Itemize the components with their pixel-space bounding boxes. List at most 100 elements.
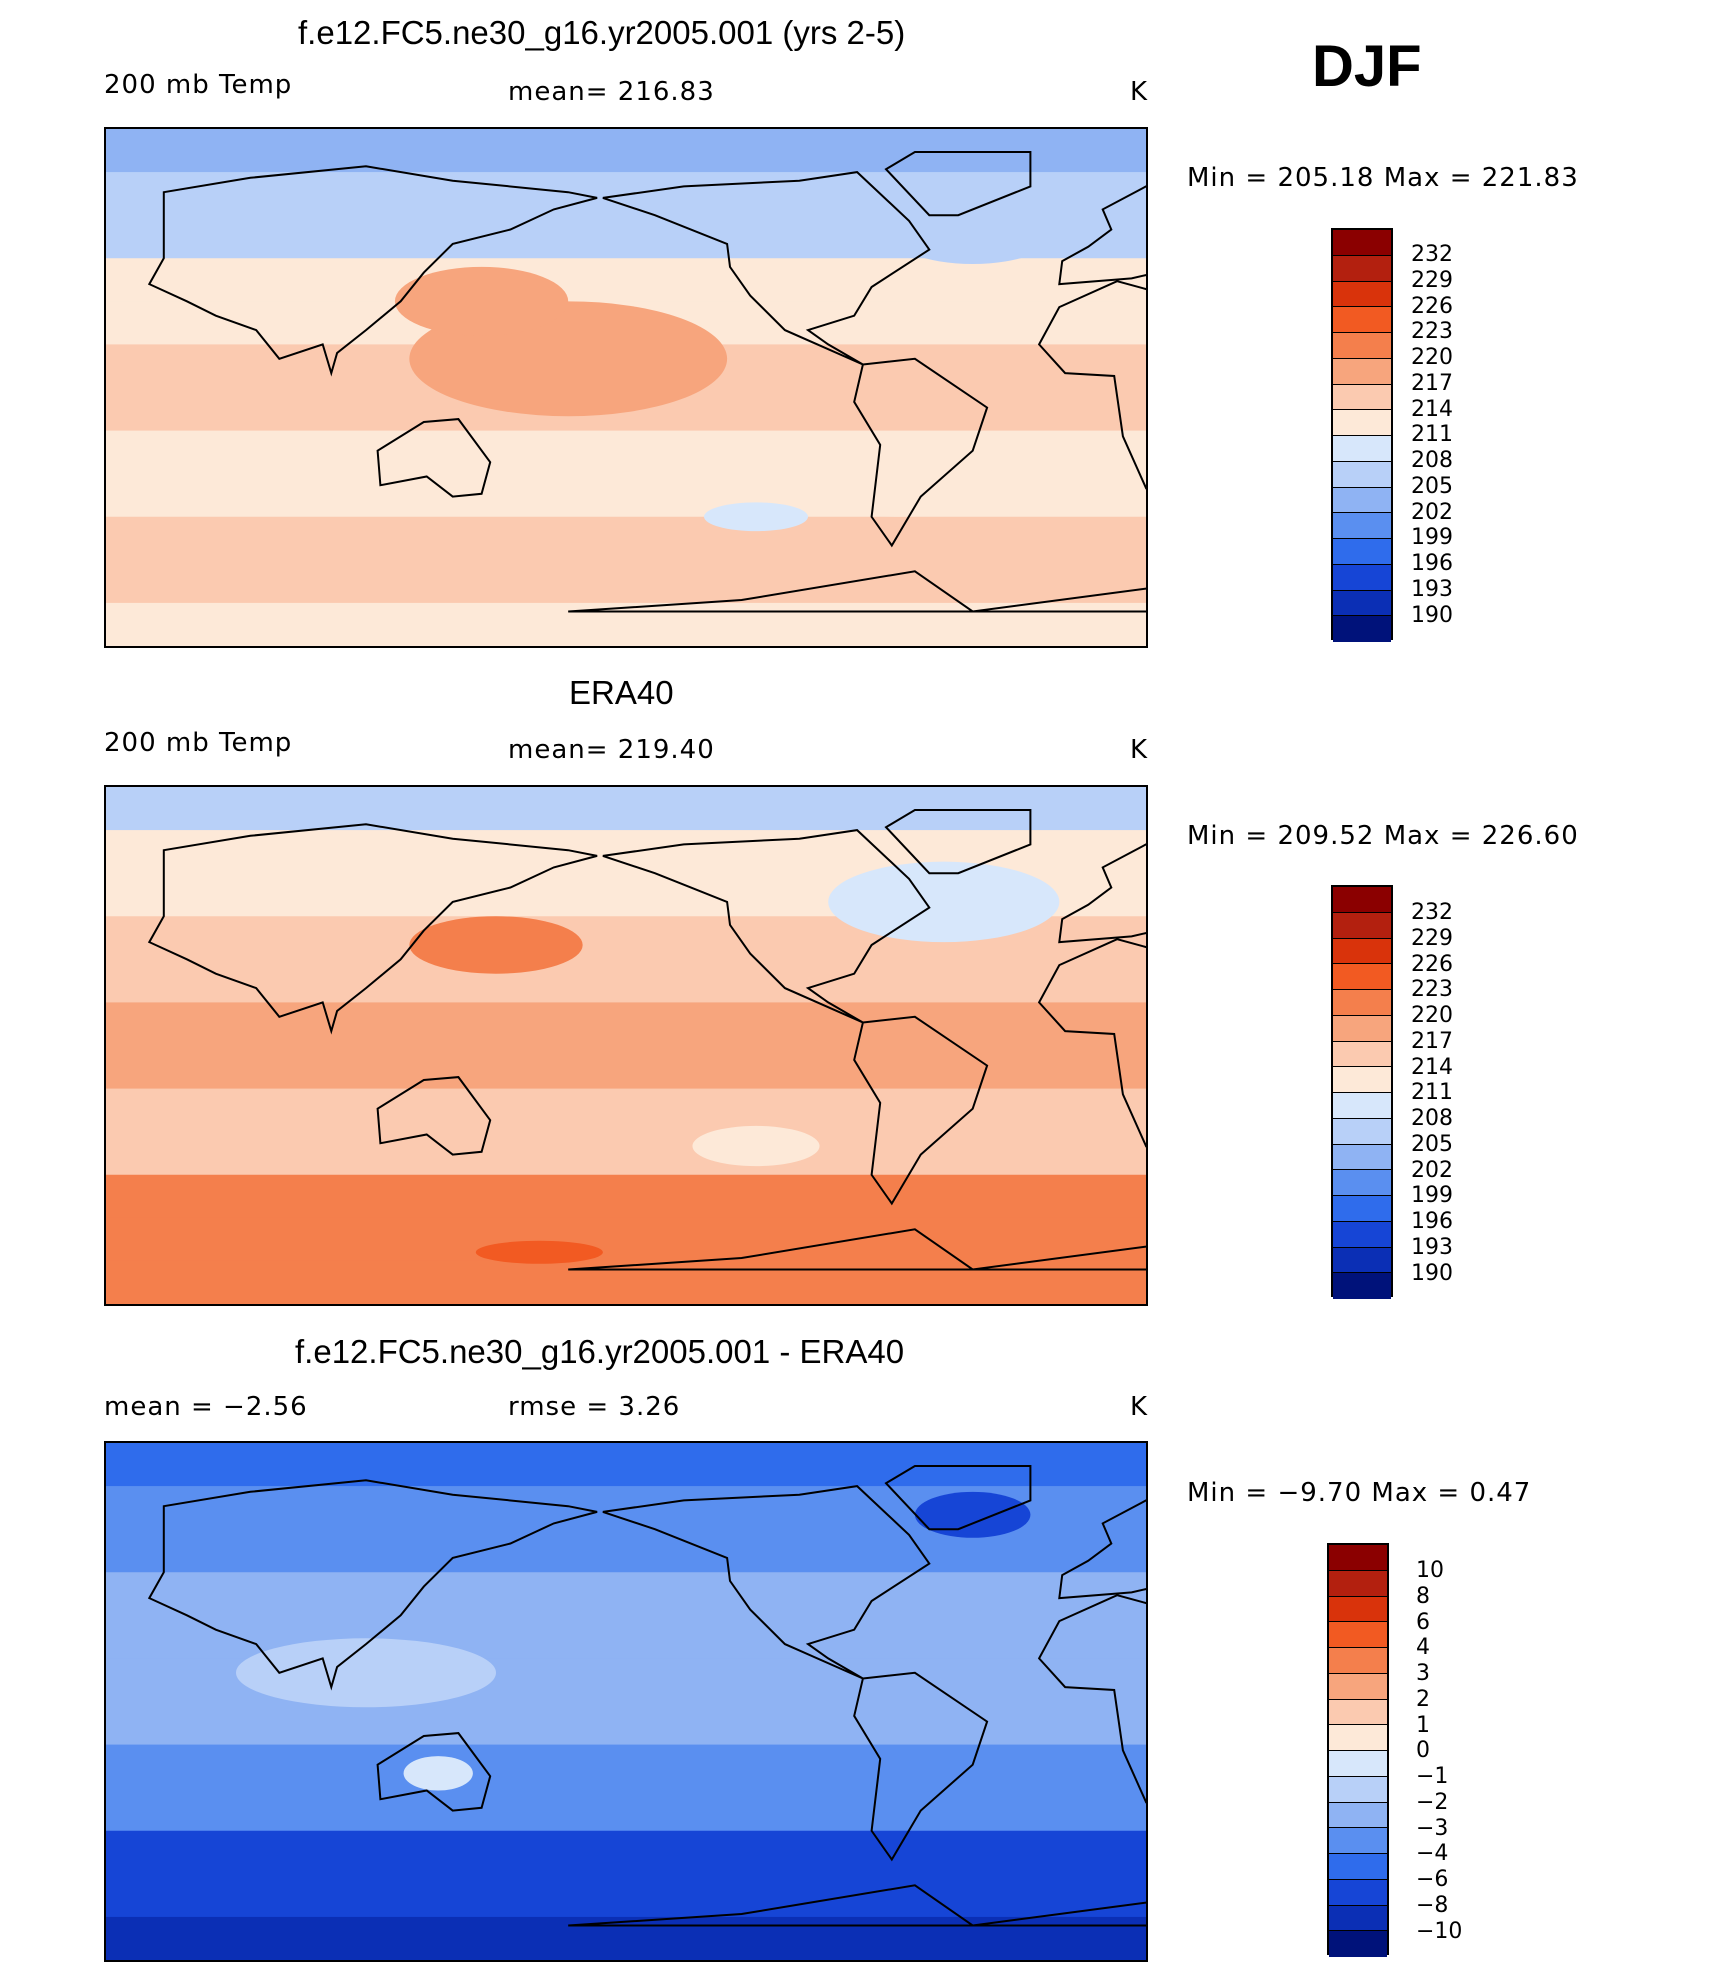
colorbar-label: 196 <box>1411 1209 1453 1234</box>
colorbar-label: 211 <box>1411 1080 1453 1106</box>
colorbar-label: 190 <box>1411 602 1453 628</box>
panel-2-map <box>104 785 1148 1306</box>
panel-3-left-label: mean = −2.56 <box>104 1392 308 1422</box>
colorbar-label: 8 <box>1416 1583 1430 1609</box>
coastline-africa <box>1037 938 1146 1148</box>
contour-band <box>106 1088 1146 1133</box>
contour-band <box>106 1260 1146 1304</box>
colorbar-label: 1 <box>1416 1712 1430 1738</box>
panel-2-mean-label: mean= 219.40 <box>508 735 715 765</box>
colorbar-label: 226 <box>1411 293 1453 319</box>
colorbar-swatch <box>1329 1725 1387 1751</box>
colorbar-swatch <box>1329 1879 1387 1906</box>
colorbar-swatch <box>1333 964 1391 990</box>
panel-3-rmse-label: rmse = 3.26 <box>508 1392 681 1422</box>
panel-1-title: f.e12.FC5.ne30_g16.yr2005.001 (yrs 2-5) <box>298 14 906 51</box>
colorbar-label: 223 <box>1411 319 1453 345</box>
panel-3-map <box>104 1441 1148 1962</box>
colorbar-label: 232 <box>1411 242 1453 267</box>
panel-1-mean-label: mean= 216.83 <box>508 77 715 107</box>
coastline-namerica <box>602 829 931 1024</box>
colorbar-swatch <box>1329 1776 1387 1803</box>
colorbar-label: 229 <box>1411 267 1453 293</box>
contour-feature <box>914 1491 1031 1538</box>
colorbar-swatch <box>1329 1545 1387 1571</box>
colorbar-swatch <box>1329 1699 1387 1726</box>
colorbar-label: −10 <box>1416 1918 1463 1944</box>
colorbar-swatch <box>1333 1221 1391 1248</box>
colorbar-label: 220 <box>1411 1003 1453 1028</box>
colorbar-label: 196 <box>1411 551 1453 576</box>
colorbar-swatch <box>1333 1067 1391 1093</box>
colorbar-swatch <box>1333 912 1391 939</box>
contour-feature <box>475 1240 603 1264</box>
colorbar-label: 214 <box>1411 1054 1453 1080</box>
colorbar-label: 205 <box>1411 1131 1453 1157</box>
colorbar-swatch <box>1333 230 1391 256</box>
colorbar-swatch <box>1333 487 1391 514</box>
colorbar-swatch <box>1333 436 1391 462</box>
contour-band <box>106 1787 1146 1832</box>
colorbar-swatch <box>1333 539 1391 565</box>
panel-2-left-label: 200 mb Temp <box>104 728 293 758</box>
colorbar-swatch <box>1333 1041 1391 1068</box>
coastline-europe <box>1058 843 1146 944</box>
panel-2-minmax: Min = 209.52 Max = 226.60 <box>1187 821 1579 851</box>
coastline-australia <box>376 1076 492 1156</box>
contour-band <box>106 1217 1146 1262</box>
colorbar-swatch <box>1333 990 1391 1016</box>
contour-band <box>106 1830 1146 1875</box>
colorbar-swatch <box>1329 1828 1387 1854</box>
colorbar-swatch <box>1333 461 1391 488</box>
panel-1-left-label: 200 mb Temp <box>104 70 293 100</box>
contour-band <box>106 1701 1146 1746</box>
panel-2-units: K <box>1130 735 1149 765</box>
coastline-samerica <box>853 1671 989 1862</box>
colorbar-swatch <box>1333 616 1391 642</box>
colorbar-swatch <box>1329 1596 1387 1623</box>
colorbar-label: 199 <box>1411 525 1453 551</box>
panel-3-minmax: Min = −9.70 Max = 0.47 <box>1187 1478 1532 1508</box>
colorbar-label: 190 <box>1411 1260 1453 1286</box>
colorbar-label: 10 <box>1416 1558 1444 1583</box>
colorbar-label: 214 <box>1411 396 1453 422</box>
panel-2-title: ERA40 <box>569 674 674 711</box>
colorbar-label: 208 <box>1411 448 1453 473</box>
colorbar-label: −6 <box>1416 1867 1449 1892</box>
panel-1-colorbar <box>1331 228 1393 642</box>
coastline-samerica <box>853 357 989 548</box>
coastline-greenland <box>884 151 1032 217</box>
colorbar-swatch <box>1329 1570 1387 1597</box>
colorbar-label: −8 <box>1416 1892 1449 1918</box>
colorbar-swatch <box>1333 358 1391 385</box>
colorbar-label: −3 <box>1416 1815 1449 1841</box>
contour-feature <box>236 1638 496 1708</box>
map-canvas <box>106 787 1146 1304</box>
colorbar-label: 217 <box>1411 370 1453 396</box>
colorbar-swatch <box>1333 1273 1391 1299</box>
colorbar-label: 199 <box>1411 1183 1453 1209</box>
panel-1-map <box>104 127 1148 648</box>
colorbar-label: 229 <box>1411 925 1453 951</box>
coastline-greenland <box>884 1465 1032 1531</box>
colorbar-swatch <box>1333 281 1391 308</box>
coastline-antarctica <box>568 1228 1146 1271</box>
coastline-europe <box>1058 185 1146 286</box>
coastline-greenland <box>884 809 1032 875</box>
contour-band <box>106 959 1146 1004</box>
panel-2-colorbar <box>1331 885 1393 1299</box>
colorbar-label: 205 <box>1411 473 1453 499</box>
colorbar-label: 2 <box>1416 1686 1430 1712</box>
map-canvas <box>106 129 1146 646</box>
contour-feature <box>828 861 1060 943</box>
colorbar-swatch <box>1333 1093 1391 1119</box>
contour-feature <box>409 916 583 974</box>
colorbar-label: 0 <box>1416 1738 1430 1764</box>
contour-feature <box>784 459 1016 517</box>
contour-feature <box>394 266 569 336</box>
colorbar-swatch <box>1329 1931 1387 1957</box>
colorbar-swatch <box>1329 1905 1387 1932</box>
colorbar-swatch <box>1329 1854 1387 1880</box>
panel-3-units: K <box>1130 1392 1149 1422</box>
colorbar-label: 217 <box>1411 1028 1453 1054</box>
